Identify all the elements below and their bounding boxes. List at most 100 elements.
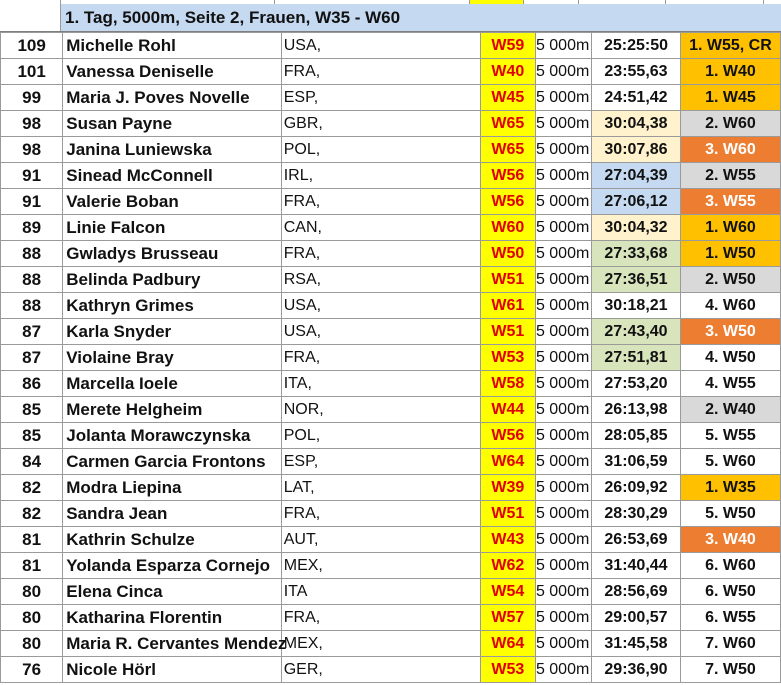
time-cell[interactable]: 28:30,29 <box>591 500 681 527</box>
athlete-name-cell[interactable]: Merete Helgheim <box>62 396 282 423</box>
athlete-name-cell[interactable]: Nicole Hörl <box>62 656 282 683</box>
age-class-cell[interactable]: W50 <box>479 240 536 267</box>
distance-cell[interactable]: 5 000m <box>534 58 593 85</box>
distance-cell[interactable]: 5 000m <box>534 604 593 631</box>
time-cell[interactable]: 27:53,20 <box>591 370 681 397</box>
country-cell[interactable]: ITA, <box>280 370 481 397</box>
placing-cell[interactable]: 3. W55 <box>679 188 781 215</box>
time-cell[interactable]: 26:53,69 <box>591 526 681 553</box>
athlete-name-cell[interactable]: Maria J. Poves Novelle <box>62 84 282 111</box>
points-cell[interactable]: 91 <box>0 188 64 215</box>
distance-cell[interactable]: 5 000m <box>534 162 593 189</box>
placing-cell[interactable]: 6. W55 <box>679 604 781 631</box>
placing-cell[interactable]: 5. W55 <box>679 422 781 449</box>
age-class-cell[interactable]: W45 <box>479 84 536 111</box>
time-cell[interactable]: 27:06,12 <box>591 188 681 215</box>
country-cell[interactable]: MEX, <box>280 630 481 657</box>
age-class-cell[interactable]: W44 <box>479 396 536 423</box>
time-cell[interactable]: 23:55,63 <box>591 58 681 85</box>
placing-cell[interactable]: 7. W50 <box>679 656 781 683</box>
distance-cell[interactable]: 5 000m <box>534 318 593 345</box>
time-cell[interactable]: 28:56,69 <box>591 578 681 605</box>
time-cell[interactable]: 24:51,42 <box>591 84 681 111</box>
age-class-cell[interactable]: W62 <box>479 552 536 579</box>
athlete-name-cell[interactable]: Linie Falcon <box>62 214 282 241</box>
time-cell[interactable]: 31:40,44 <box>591 552 681 579</box>
time-cell[interactable]: 29:36,90 <box>591 656 681 683</box>
age-class-cell[interactable]: W56 <box>479 422 536 449</box>
time-cell[interactable]: 30:04,38 <box>591 110 681 137</box>
distance-cell[interactable]: 5 000m <box>534 110 593 137</box>
distance-cell[interactable]: 5 000m <box>534 266 593 293</box>
points-cell[interactable]: 85 <box>0 396 64 423</box>
placing-cell[interactable]: 2. W60 <box>679 110 781 137</box>
athlete-name-cell[interactable]: Jolanta Morawczynska <box>62 422 282 449</box>
distance-cell[interactable]: 5 000m <box>534 84 593 111</box>
placing-cell[interactable]: 1. W55, CR <box>679 32 781 59</box>
points-cell[interactable]: 87 <box>0 318 64 345</box>
age-class-cell[interactable]: W51 <box>479 318 536 345</box>
placing-cell[interactable]: 3. W50 <box>679 318 781 345</box>
time-cell[interactable]: 26:13,98 <box>591 396 681 423</box>
points-cell[interactable]: 80 <box>0 630 64 657</box>
points-cell[interactable]: 87 <box>0 344 64 371</box>
country-cell[interactable]: NOR, <box>280 396 481 423</box>
country-cell[interactable]: ESP, <box>280 448 481 475</box>
points-cell[interactable]: 88 <box>0 266 64 293</box>
distance-cell[interactable]: 5 000m <box>534 136 593 163</box>
time-cell[interactable]: 27:51,81 <box>591 344 681 371</box>
distance-cell[interactable]: 5 000m <box>534 32 593 59</box>
points-cell[interactable]: 81 <box>0 526 64 553</box>
country-cell[interactable]: GER, <box>280 656 481 683</box>
athlete-name-cell[interactable]: Carmen Garcia Frontons <box>62 448 282 475</box>
points-cell[interactable]: 109 <box>0 32 64 59</box>
athlete-name-cell[interactable]: Gwladys Brusseau <box>62 240 282 267</box>
title-row-blank-cell[interactable] <box>0 4 61 31</box>
time-cell[interactable]: 29:00,57 <box>591 604 681 631</box>
athlete-name-cell[interactable]: Janina Luniewska <box>62 136 282 163</box>
points-cell[interactable]: 76 <box>0 656 64 683</box>
placing-cell[interactable]: 1. W35 <box>679 474 781 501</box>
time-cell[interactable]: 31:45,58 <box>591 630 681 657</box>
points-cell[interactable]: 81 <box>0 552 64 579</box>
placing-cell[interactable]: 4. W50 <box>679 344 781 371</box>
athlete-name-cell[interactable]: Sinead McConnell <box>62 162 282 189</box>
points-cell[interactable]: 88 <box>0 240 64 267</box>
country-cell[interactable]: MEX, <box>280 552 481 579</box>
athlete-name-cell[interactable]: Kathrin Schulze <box>62 526 282 553</box>
athlete-name-cell[interactable]: Sandra Jean <box>62 500 282 527</box>
age-class-cell[interactable]: W54 <box>479 578 536 605</box>
distance-cell[interactable]: 5 000m <box>534 578 593 605</box>
country-cell[interactable]: GBR, <box>280 110 481 137</box>
distance-cell[interactable]: 5 000m <box>534 396 593 423</box>
distance-cell[interactable]: 5 000m <box>534 344 593 371</box>
time-cell[interactable]: 31:06,59 <box>591 448 681 475</box>
country-cell[interactable]: FRA, <box>280 58 481 85</box>
country-cell[interactable]: POL, <box>280 422 481 449</box>
placing-cell[interactable]: 4. W55 <box>679 370 781 397</box>
age-class-cell[interactable]: W60 <box>479 214 536 241</box>
points-cell[interactable]: 85 <box>0 422 64 449</box>
placing-cell[interactable]: 7. W60 <box>679 630 781 657</box>
time-cell[interactable]: 27:36,51 <box>591 266 681 293</box>
age-class-cell[interactable]: W53 <box>479 344 536 371</box>
distance-cell[interactable]: 5 000m <box>534 422 593 449</box>
age-class-cell[interactable]: W53 <box>479 656 536 683</box>
age-class-cell[interactable]: W43 <box>479 526 536 553</box>
country-cell[interactable]: FRA, <box>280 188 481 215</box>
distance-cell[interactable]: 5 000m <box>534 292 593 319</box>
placing-cell[interactable]: 2. W55 <box>679 162 781 189</box>
distance-cell[interactable]: 5 000m <box>534 214 593 241</box>
time-cell[interactable]: 28:05,85 <box>591 422 681 449</box>
placing-cell[interactable]: 6. W60 <box>679 552 781 579</box>
athlete-name-cell[interactable]: Violaine Bray <box>62 344 282 371</box>
country-cell[interactable]: USA, <box>280 292 481 319</box>
placing-cell[interactable]: 1. W45 <box>679 84 781 111</box>
country-cell[interactable]: ITA <box>280 578 481 605</box>
country-cell[interactable]: RSA, <box>280 266 481 293</box>
age-class-cell[interactable]: W65 <box>479 110 536 137</box>
points-cell[interactable]: 88 <box>0 292 64 319</box>
athlete-name-cell[interactable]: Vanessa Deniselle <box>62 58 282 85</box>
placing-cell[interactable]: 3. W60 <box>679 136 781 163</box>
country-cell[interactable]: AUT, <box>280 526 481 553</box>
